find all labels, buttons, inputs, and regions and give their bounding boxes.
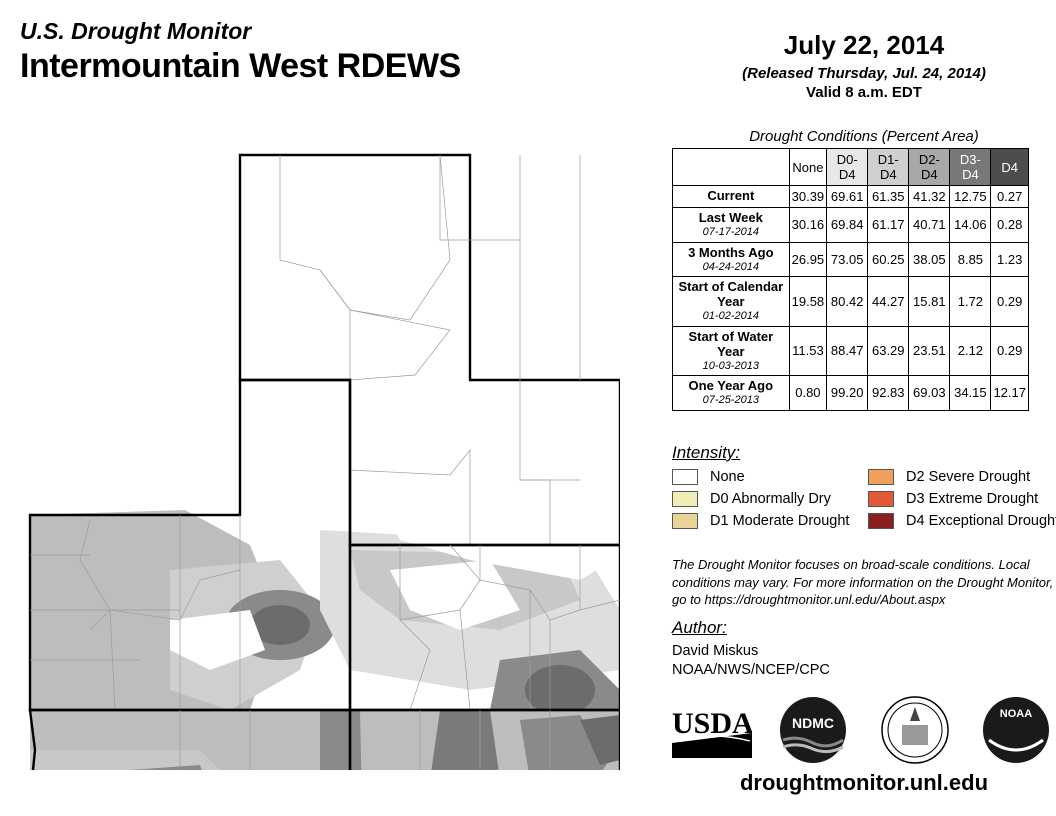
table-cell-value: 61.17 <box>868 208 909 243</box>
table-row: Current 30.39 69.61 61.35 41.32 12.75 0.27 <box>673 186 1029 208</box>
table-col-header: D0-D4 <box>827 149 868 186</box>
drought-region-d3b <box>525 665 595 715</box>
drought-region-d2e <box>320 710 365 770</box>
table-row: Start of Water Year 10-03-2013 11.53 88.47 6… <box>673 326 1029 376</box>
page-title: Intermountain West RDEWS <box>20 47 640 86</box>
site-url[interactable]: droughtmonitor.unl.edu <box>672 770 1056 796</box>
table-cell-value: 69.03 <box>909 376 950 411</box>
report-date: July 22, 2014 <box>672 30 1056 61</box>
legend-swatch-d2 <box>868 469 894 485</box>
table-cell-value: 44.27 <box>868 277 909 327</box>
usda-logo[interactable]: USDA <box>672 700 752 760</box>
intensity-legend: Intensity: None D2 Severe Drought D0 Abnor… <box>672 443 1056 529</box>
author-name: David Miskus <box>672 642 1056 661</box>
table-cell-value: 34.15 <box>950 376 991 411</box>
legend-label-d4: D4 Exceptional Drought <box>906 513 1056 529</box>
table-cell-value: 15.81 <box>909 277 950 327</box>
page-subtitle: U.S. Drought Monitor <box>20 18 640 45</box>
report-released: (Released Thursday, Jul. 24, 2014) <box>672 65 1056 82</box>
table-cell-value: 19.58 <box>789 277 827 327</box>
table-row-label: Start of Water Year 10-03-2013 <box>673 326 790 376</box>
table-cell-value: 0.28 <box>991 208 1029 243</box>
table-row-label: One Year Ago 07-25-2013 <box>673 376 790 411</box>
table-cell-value: 1.23 <box>991 242 1029 277</box>
table-cell-value: 88.47 <box>827 326 868 376</box>
commerce-dept-logo[interactable] <box>875 700 955 760</box>
table-row-label: Last Week 07-17-2014 <box>673 208 790 243</box>
table-col-header: D4 <box>991 149 1029 186</box>
table-col-header: None <box>789 149 827 186</box>
svg-text:NDMC: NDMC <box>792 715 834 731</box>
table-cell-value: 41.32 <box>909 186 950 208</box>
table-cell-value: 63.29 <box>868 326 909 376</box>
table-row: Start of Calendar Year 01-02-2014 19.58 80.… <box>673 277 1029 327</box>
table-cell-value: 40.71 <box>909 208 950 243</box>
drought-region-clear1 <box>380 150 620 210</box>
table-row-label: 3 Months Ago 04-24-2014 <box>673 242 790 277</box>
legend-title: Intensity: <box>672 443 1056 463</box>
date-block: July 22, 2014 (Released Thursday, Jul. 2… <box>672 30 1056 101</box>
footnote-text: The Drought Monitor focuses on broad-sca… <box>672 556 1056 609</box>
table-col-header: D1-D4 <box>868 149 909 186</box>
legend-swatch-d3 <box>868 491 894 507</box>
table-cell-value: 61.35 <box>868 186 909 208</box>
legend-label-d0: D0 Abnormally Dry <box>710 491 860 507</box>
table-cell-value: 99.20 <box>827 376 868 411</box>
table-cell-value: 2.12 <box>950 326 991 376</box>
table-row: 3 Months Ago 04-24-2014 26.95 73.05 60.25 38.… <box>673 242 1029 277</box>
table-cell-value: 92.83 <box>868 376 909 411</box>
noaa-logo[interactable]: NOAA <box>976 700 1056 760</box>
legend-swatch-d1 <box>672 513 698 529</box>
author-block: Author: David Miskus NOAA/NWS/NCEP/CPC <box>672 618 1056 680</box>
table-col-header <box>673 149 790 186</box>
table-row: One Year Ago 07-25-2013 0.80 99.20 92.83 69.0… <box>673 376 1029 411</box>
legend-swatch-d4 <box>868 513 894 529</box>
table-row-label: Start of Calendar Year 01-02-2014 <box>673 277 790 327</box>
table-cell-value: 0.27 <box>991 186 1029 208</box>
drought-map[interactable] <box>20 150 620 770</box>
table-cell-value: 12.17 <box>991 376 1029 411</box>
table-cell-value: 69.61 <box>827 186 868 208</box>
author-org: NOAA/NWS/NCEP/CPC <box>672 661 1056 680</box>
table-cell-value: 8.85 <box>950 242 991 277</box>
table-row-label: Current <box>673 186 790 208</box>
report-valid: Valid 8 a.m. EDT <box>672 84 1056 101</box>
table-cell-value: 26.95 <box>789 242 827 277</box>
legend-label-none: None <box>710 469 860 485</box>
table-cell-value: 30.16 <box>789 208 827 243</box>
legend-label-d1: D1 Moderate Drought <box>710 513 860 529</box>
table-cell-value: 23.51 <box>909 326 950 376</box>
table-cell-value: 0.29 <box>991 277 1029 327</box>
agency-logos: USDA NDMC NOAA <box>672 700 1056 760</box>
author-title: Author: <box>672 618 1056 638</box>
header-title-block: U.S. Drought Monitor Intermountain West … <box>20 18 640 86</box>
table-cell-value: 1.72 <box>950 277 991 327</box>
legend-swatch-none <box>672 469 698 485</box>
table-cell-value: 60.25 <box>868 242 909 277</box>
table-cell-value: 69.84 <box>827 208 868 243</box>
table-col-header: D3-D4 <box>950 149 991 186</box>
table-cell-value: 73.05 <box>827 242 868 277</box>
table-col-header: D2-D4 <box>909 149 950 186</box>
table-cell-value: 0.80 <box>789 376 827 411</box>
legend-label-d2: D2 Severe Drought <box>906 469 1056 485</box>
table-cell-value: 11.53 <box>789 326 827 376</box>
table-row: Last Week 07-17-2014 30.16 69.84 61.17 40.71 1… <box>673 208 1029 243</box>
table-cell-value: 12.75 <box>950 186 991 208</box>
table-cell-value: 0.29 <box>991 326 1029 376</box>
table-cell-value: 14.06 <box>950 208 991 243</box>
table-title: Drought Conditions (Percent Area) <box>672 128 1056 145</box>
table-cell-value: 30.39 <box>789 186 827 208</box>
drought-region-d2f <box>430 710 500 770</box>
table-cell-value: 80.42 <box>827 277 868 327</box>
legend-swatch-d0 <box>672 491 698 507</box>
drought-data-table[interactable]: None D0-D4 D1-D4 D2-D4 D3-D4 D4 Current 3… <box>672 148 1029 411</box>
ndmc-logo[interactable]: NDMC <box>773 700 853 760</box>
svg-text:NOAA: NOAA <box>1000 708 1032 720</box>
table-cell-value: 38.05 <box>909 242 950 277</box>
legend-label-d3: D3 Extreme Drought <box>906 491 1056 507</box>
